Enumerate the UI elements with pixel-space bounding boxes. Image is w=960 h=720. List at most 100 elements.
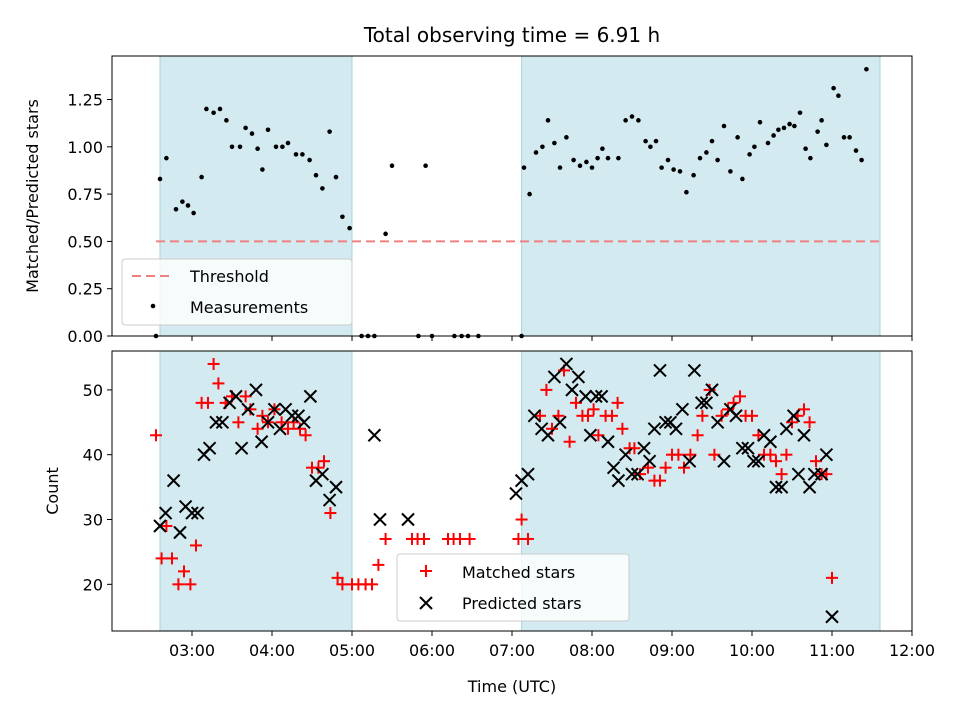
matched-star-point-76 xyxy=(703,383,716,396)
measurement-point-92 xyxy=(815,129,820,134)
matched-star-point-75 xyxy=(696,409,709,422)
measurement-point-67 xyxy=(665,157,671,163)
measurement-point-5 xyxy=(185,203,191,208)
top-panel-x-ticks xyxy=(191,336,913,341)
matched-star-point-71 xyxy=(672,448,685,461)
top-y-tick-label-2: 0.50 xyxy=(67,232,103,251)
matched-star-point-27 xyxy=(312,461,325,474)
predicted-star-point-59 xyxy=(669,422,683,436)
matched-star-point-56 xyxy=(582,409,594,422)
predicted-star-point-30 xyxy=(373,512,387,527)
top-y-tick-label-4: 1.00 xyxy=(67,138,103,157)
measurements-legend-label: Measurements xyxy=(190,298,308,317)
measurement-point-7 xyxy=(199,174,204,180)
bottom-panel-y-ticks: 20 30 40 50 xyxy=(83,381,112,594)
bottom-panel-y-axis-label: Count xyxy=(43,467,62,515)
predicted-star-point-8 xyxy=(202,441,217,455)
measurement-point-13 xyxy=(237,144,243,150)
predicted-star-point-10 xyxy=(215,415,230,430)
measurement-point-78 xyxy=(735,135,740,140)
x-tick-label-3: 06:00 xyxy=(409,641,455,660)
x-tick-label-6: 09:00 xyxy=(649,641,695,660)
measurement-point-99 xyxy=(853,148,859,153)
predicted-star-point-49 xyxy=(611,473,626,488)
predicted-star-point-12 xyxy=(229,389,243,404)
x-axis-label: Time (UTC) xyxy=(467,677,556,696)
measurement-point-23 xyxy=(300,152,305,157)
predicted-star-point-84 xyxy=(814,467,829,481)
predicted-star-point-85 xyxy=(819,447,834,462)
measurement-point-46 xyxy=(533,150,539,155)
measurements-legend-swatch xyxy=(150,303,156,309)
matched-star-point-69 xyxy=(659,461,672,474)
measurement-point-29 xyxy=(340,214,345,220)
matched-star-point-86 xyxy=(764,448,777,461)
x-tick-label-8: 11:00 xyxy=(809,641,855,660)
matched-star-point-18 xyxy=(256,409,269,422)
matched-star-point-10 xyxy=(207,357,220,370)
predicted-star-point-73 xyxy=(751,454,766,468)
measurement-point-61 xyxy=(629,114,635,119)
predicted-star-point-81 xyxy=(797,428,811,442)
matched-star-point-37 xyxy=(379,532,392,545)
predicted-star-point-79 xyxy=(786,409,801,423)
matched-star-point-4 xyxy=(172,578,185,591)
matched-star-point-93 xyxy=(803,416,816,429)
matched-star-point-3 xyxy=(166,552,178,565)
predicted-star-point-14 xyxy=(241,402,255,417)
matched-star-point-53 xyxy=(563,435,576,448)
measurement-point-9 xyxy=(211,110,216,116)
predicted-star-point-39 xyxy=(553,415,567,430)
predicted-star-point-56 xyxy=(653,363,667,378)
predicted-star-point-57 xyxy=(658,415,673,430)
threshold-legend-label: Threshold xyxy=(189,267,269,286)
matched-star-point-83 xyxy=(746,409,758,422)
predicted-star-point-44 xyxy=(583,428,598,442)
bottom-y-tick-label-1: 30 xyxy=(83,511,103,530)
measurement-point-88 xyxy=(792,123,797,129)
measurement-point-90 xyxy=(803,146,808,152)
matched-star-point-6 xyxy=(184,578,197,591)
measurement-point-57 xyxy=(600,146,605,152)
predicted-star-point-64 xyxy=(699,396,714,410)
measurement-point-101 xyxy=(864,66,869,72)
predicted-star-point-21 xyxy=(285,409,299,423)
bottom-legend: Matched stars Predicted stars xyxy=(396,553,630,622)
measurement-point-2 xyxy=(164,155,169,161)
matched-star-point-46 xyxy=(515,513,528,526)
top-y-tick-label-1: 0.25 xyxy=(67,280,103,299)
matched-star-point-25 xyxy=(299,429,312,442)
predicted-star-point-15 xyxy=(249,383,263,397)
predicted-star-point-34 xyxy=(521,467,535,481)
matched-star-point-54 xyxy=(570,396,582,409)
measurement-point-12 xyxy=(229,144,235,150)
measurement-point-81 xyxy=(752,144,757,150)
matched-star-point-84 xyxy=(752,429,765,442)
matched-star-point-29 xyxy=(324,507,337,520)
bottom-y-tick-label-0: 20 xyxy=(83,575,103,594)
top-y-tick-label-3: 0.75 xyxy=(67,185,103,204)
measurement-point-98 xyxy=(847,135,852,140)
measurement-point-59 xyxy=(616,155,621,161)
predicted-star-point-32 xyxy=(509,486,523,501)
measurement-point-24 xyxy=(307,157,312,163)
matched-star-point-5 xyxy=(178,565,190,578)
top-panel-shaded-regions xyxy=(159,55,881,337)
predicted-star-point-63 xyxy=(694,396,709,410)
predicted-star-point-71 xyxy=(741,441,755,455)
measurement-point-66 xyxy=(659,165,664,170)
matched-star-point-22 xyxy=(282,422,294,435)
predicted-star-point-37 xyxy=(541,428,555,442)
x-tick-label-2: 05:00 xyxy=(329,641,375,660)
matched-star-point-9 xyxy=(202,396,214,409)
matched-star-point-36 xyxy=(372,558,385,571)
measurement-point-34 xyxy=(383,231,388,237)
predicted-star-point-53 xyxy=(637,441,651,455)
predicted-star-point-52 xyxy=(630,467,645,481)
measurement-point-17 xyxy=(260,167,265,172)
predicted-stars-legend-swatch xyxy=(419,596,433,610)
bottom-shaded-region-1 xyxy=(159,350,353,632)
predicted-star-point-62 xyxy=(687,363,702,378)
matched-stars-legend-swatch xyxy=(420,565,432,577)
